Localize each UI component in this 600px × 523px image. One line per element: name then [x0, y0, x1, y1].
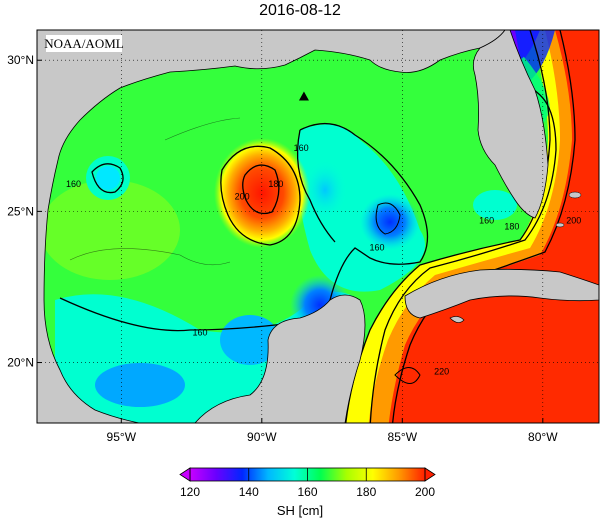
contour-label: 160 [479, 215, 494, 225]
colorbar-max-extension [424, 467, 436, 482]
credit-label: NOAA/AOML [44, 36, 124, 51]
colorbar-ticks: 120 140 160 180 200 [180, 468, 435, 499]
bahamas-island [568, 191, 582, 199]
lon-tick-label: 80°W [528, 430, 558, 444]
contour-label: 220 [434, 367, 449, 377]
land-masses [37, 30, 599, 423]
lon-tick-label: 95°W [107, 430, 137, 444]
contour-label: 160 [192, 327, 207, 337]
yucatan-peninsula [194, 294, 366, 423]
isla-de-la-juventud [449, 316, 465, 323]
colorbar-tick-label: 160 [297, 485, 317, 499]
axis-ticks: 95°W 90°W 85°W 80°W 30°N 25°N 20°N [7, 53, 558, 444]
map-frame [36, 29, 600, 424]
bahamas-island [555, 222, 565, 228]
cuba [404, 268, 599, 319]
colorbar-min-extension [179, 467, 191, 482]
lat-tick-label: 20°N [7, 356, 34, 370]
lon-tick-label: 85°W [388, 430, 418, 444]
contour-label: 200 [235, 191, 250, 201]
colorbar-tick-label: 140 [239, 485, 259, 499]
lat-tick-label: 30°N [7, 53, 34, 67]
contour-labels: 160 160 180 200 160 160 160 180 200 220 [66, 143, 581, 377]
graticule [37, 30, 599, 423]
contour-label: 160 [369, 243, 384, 253]
colorbar-tick-label: 200 [415, 485, 435, 499]
contour-lines [59, 30, 576, 423]
contour-label: 200 [566, 215, 581, 225]
colorbar: 120 140 160 180 200 [179, 467, 436, 499]
north-coast [37, 30, 506, 423]
florida-peninsula [472, 30, 549, 219]
contour-label: 180 [504, 222, 519, 232]
lon-tick-label: 90°W [247, 430, 277, 444]
contour-label: 160 [294, 143, 309, 153]
colorbar-tick-label: 180 [356, 485, 376, 499]
colorbar-tick-label: 120 [180, 485, 200, 499]
contour-label: 180 [268, 179, 283, 189]
colorbar-title: SH [cm] [276, 503, 324, 518]
map-title: 2016-08-12 [259, 2, 341, 19]
contour-label: 160 [66, 179, 81, 189]
credit-box [46, 35, 122, 52]
lat-tick-label: 25°N [7, 204, 34, 218]
triangle-marker [298, 91, 309, 101]
